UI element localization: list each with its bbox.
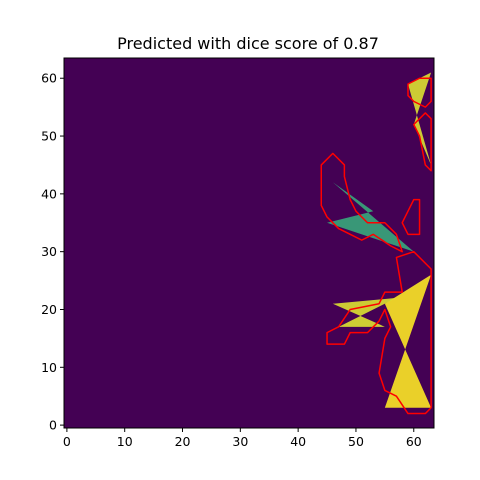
x-tick-label: 0 xyxy=(63,434,71,449)
x-axis: 0 10 20 30 40 50 60 xyxy=(63,428,422,449)
x-tick-label: 20 xyxy=(175,434,191,449)
y-tick-label: 10 xyxy=(41,360,57,375)
y-axis: 0 10 20 30 40 50 60 xyxy=(41,71,64,433)
y-tick-label: 0 xyxy=(49,418,57,433)
chart-title: Predicted with dice score of 0.87 xyxy=(117,34,379,53)
x-tick-label: 10 xyxy=(117,434,133,449)
y-tick-label: 20 xyxy=(41,302,57,317)
x-tick-label: 60 xyxy=(406,434,422,449)
y-tick-label: 60 xyxy=(41,71,57,86)
x-tick-label: 50 xyxy=(348,434,364,449)
x-tick-label: 30 xyxy=(232,434,248,449)
x-tick-label: 40 xyxy=(290,434,306,449)
y-tick-label: 50 xyxy=(41,129,57,144)
y-tick-label: 40 xyxy=(41,186,57,201)
y-tick-label: 30 xyxy=(41,244,57,259)
